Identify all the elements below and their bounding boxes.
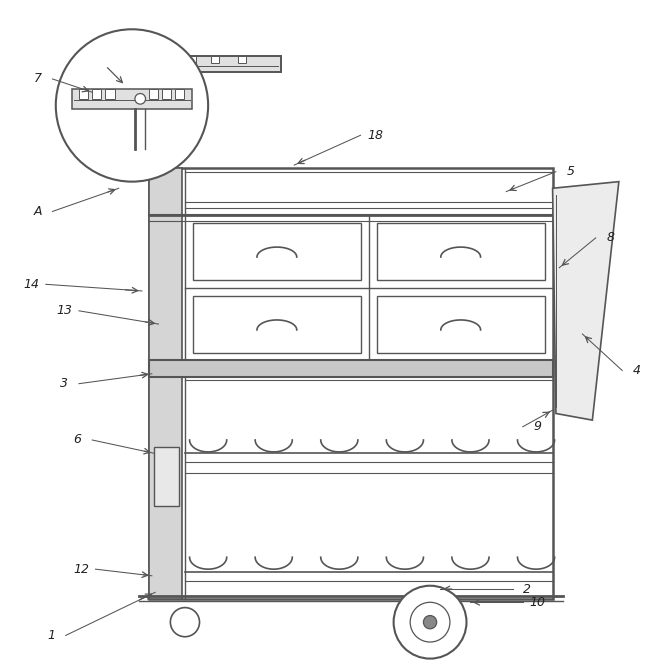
Bar — [193, 222, 361, 280]
Bar — [106, 89, 115, 99]
Text: 7: 7 — [34, 72, 42, 86]
Bar — [72, 89, 192, 109]
Bar — [119, 55, 127, 63]
Circle shape — [424, 615, 437, 629]
Text: 1: 1 — [47, 629, 55, 642]
Text: 4: 4 — [633, 364, 641, 377]
Circle shape — [159, 60, 167, 68]
Bar — [175, 89, 184, 99]
Bar — [148, 361, 552, 377]
Bar — [148, 168, 552, 599]
Bar — [89, 55, 281, 72]
Text: A: A — [33, 205, 42, 218]
Bar — [188, 55, 196, 63]
Circle shape — [170, 608, 200, 637]
Bar — [148, 89, 158, 99]
Text: 14: 14 — [23, 278, 39, 291]
Bar — [377, 295, 544, 353]
Bar — [152, 69, 167, 168]
Text: 10: 10 — [529, 596, 545, 609]
Text: 12: 12 — [73, 562, 89, 576]
Circle shape — [410, 603, 450, 642]
Bar — [377, 222, 544, 280]
Bar — [79, 89, 88, 99]
Bar — [193, 295, 361, 353]
Text: 9: 9 — [533, 420, 541, 434]
Text: 5: 5 — [566, 165, 574, 178]
Bar — [212, 55, 219, 63]
Bar — [92, 89, 102, 99]
Circle shape — [135, 94, 146, 104]
Bar — [238, 55, 246, 63]
Text: 13: 13 — [56, 305, 72, 317]
Text: 2: 2 — [524, 582, 532, 596]
Text: 6: 6 — [73, 434, 81, 446]
Bar — [148, 168, 182, 599]
Text: 18: 18 — [367, 129, 383, 142]
Text: 8: 8 — [607, 231, 615, 244]
Bar — [162, 89, 171, 99]
Circle shape — [55, 29, 208, 182]
Bar — [154, 447, 179, 506]
Circle shape — [393, 586, 466, 659]
Bar — [145, 55, 153, 63]
Polygon shape — [552, 182, 619, 420]
Text: 3: 3 — [60, 377, 68, 390]
